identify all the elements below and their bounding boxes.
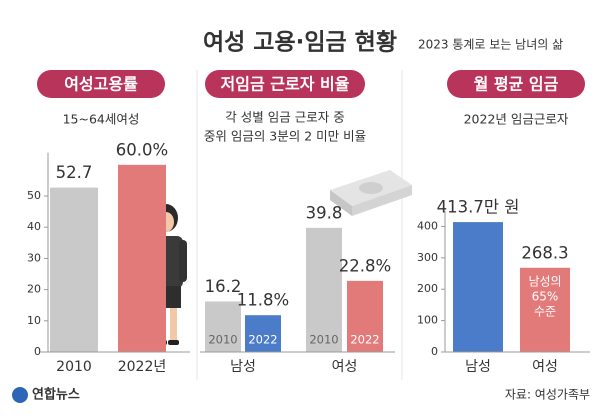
chart-title: 저임금 근로자 비율 [221, 75, 350, 94]
bar [306, 227, 342, 352]
bar [520, 267, 570, 352]
x-tick-label: 2022년 [118, 359, 167, 375]
y-tick-label: 50 [27, 189, 41, 202]
chart-subtitle: 중위 임금의 3분의 2 미만 비율 [204, 129, 366, 144]
chart-title: 월 평균 임금 [474, 75, 559, 94]
y-tick-label: 10 [27, 314, 41, 327]
value-label: 22.8% [339, 256, 391, 275]
value-label: 11.8% [237, 291, 289, 310]
x-tick-label: 남성 [230, 359, 256, 375]
page-title: 여성 고용·임금 현황 [203, 30, 397, 56]
annotation: 수준 [534, 305, 556, 319]
money-illustration [330, 170, 412, 216]
page-subtitle: 2023 통계로 보는 남녀의 삶 [418, 38, 563, 52]
y-tick-label: 30 [27, 251, 41, 264]
source: 자료: 여성가족부 [505, 388, 590, 402]
bar [118, 164, 166, 352]
series-label: 2022 [350, 333, 379, 347]
y-tick-label: 0 [34, 345, 41, 358]
bar [205, 301, 241, 352]
annotation: 남성의 [528, 275, 561, 289]
x-tick-label: 여성 [332, 359, 358, 375]
y-tick-label: 20 [27, 283, 41, 296]
x-tick-label: 여성 [532, 359, 558, 375]
x-tick-label: 남성 [465, 359, 491, 375]
header-pill [205, 70, 365, 98]
value-label: 52.7 [56, 163, 93, 182]
annotation: 65% [532, 290, 559, 304]
y-tick-label: 200 [417, 282, 438, 295]
y-tick-label: 100 [417, 314, 438, 327]
logo-icon [12, 387, 28, 403]
bar [453, 222, 503, 352]
value-label: 60.0% [116, 140, 168, 159]
value-label: 39.8 [306, 203, 343, 222]
x-tick-label: 2010 [56, 359, 92, 375]
y-tick-label: 40 [27, 220, 41, 233]
bar [347, 280, 383, 352]
y-tick-label: 400 [417, 219, 438, 232]
chart-subtitle: 15~64세여성 [63, 112, 140, 127]
y-tick-label: 300 [417, 251, 438, 264]
bar [50, 187, 98, 352]
chart-subtitle: 각 성별 임금 근로자 중 [225, 110, 344, 125]
header-pill [447, 70, 585, 98]
series-label: 2010 [208, 333, 237, 347]
y-tick-label: 0 [431, 345, 438, 358]
bar [245, 315, 281, 352]
chart-title: 여성고용률 [64, 75, 138, 94]
chart-subtitle: 2022년 임금근로자 [464, 112, 569, 127]
series-label: 2010 [309, 333, 338, 347]
value-label: 268.3 [521, 243, 568, 262]
value-label: 16.2 [205, 277, 242, 296]
logo: 연합뉴스 [32, 387, 80, 403]
series-label: 2022 [248, 333, 277, 347]
header-pill [37, 70, 165, 98]
value-label: 413.7만 원 [437, 198, 520, 217]
